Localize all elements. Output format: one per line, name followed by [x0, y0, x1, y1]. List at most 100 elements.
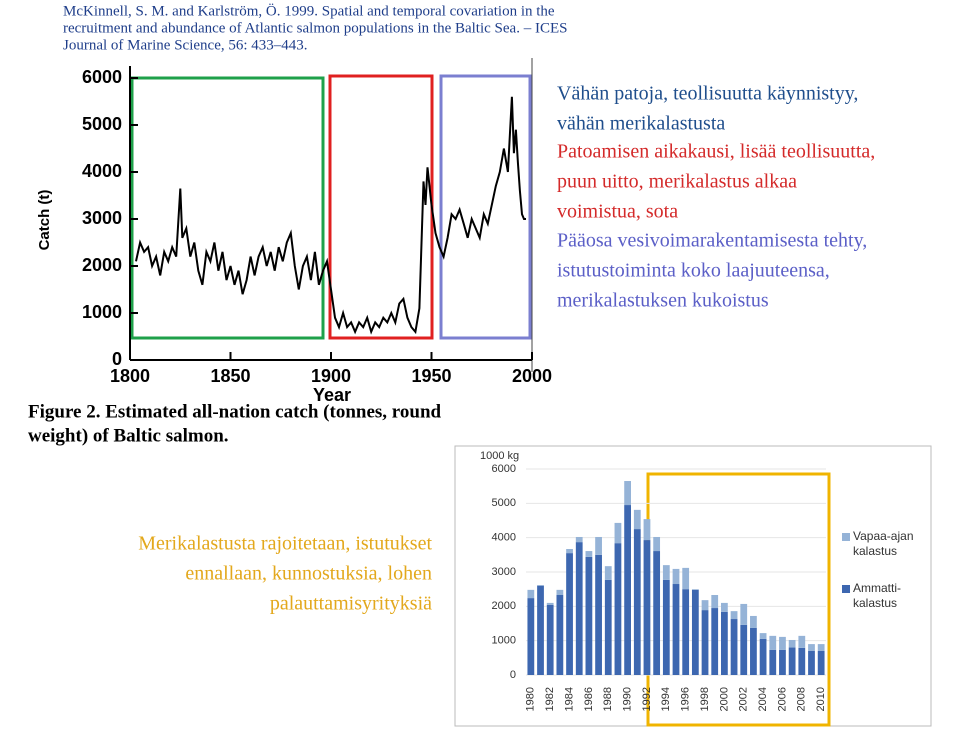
bar-segment — [556, 589, 564, 596]
bar-segment — [779, 649, 786, 675]
annotation: voimistua, sota — [557, 201, 678, 223]
figure-caption: Figure 2. Estimated all-nation catch (to… — [28, 401, 442, 422]
bar-segment — [672, 568, 680, 585]
bar-segment — [633, 509, 641, 530]
x-tick-label: 1986 — [583, 687, 595, 711]
x-tick-label: 1996 — [680, 687, 692, 711]
bar-segment — [721, 611, 728, 675]
bar-segment — [769, 649, 777, 675]
x-tick-label: 1980 — [525, 687, 537, 711]
legend-label: Vapaa-ajan kalastus — [853, 529, 914, 558]
y-tick-label: 4000 — [82, 161, 122, 181]
y-tick-label: 6000 — [492, 463, 516, 475]
bar-segment — [595, 554, 602, 675]
annotation: Patoamisen aikakausi, lisää teollisuutta… — [557, 141, 875, 163]
annotation: istutustoiminta koko laajuuteensa, — [557, 260, 830, 282]
bar-segment — [691, 589, 699, 590]
bar-segment — [759, 633, 767, 639]
y-tick-label: 5000 — [492, 497, 516, 509]
data-line — [135, 96, 526, 335]
bar-segment — [653, 536, 661, 552]
y-tick-label: 4000 — [492, 532, 516, 544]
bar-segment — [788, 639, 796, 648]
bar-segment — [575, 536, 583, 543]
bar-segment — [604, 566, 612, 580]
annotation: Pääosa vesivoimarakentamisesta tehty, — [557, 230, 867, 252]
legend-swatch — [842, 533, 850, 541]
bar-segment — [633, 529, 641, 675]
annotation: Merikalastusta rajoitetaan, istutukset — [138, 533, 432, 555]
bar-segment — [537, 585, 544, 586]
x-tick-label: 1990 — [622, 687, 634, 711]
bar-segment — [662, 565, 670, 580]
annotation: palauttamisyrityksiä — [270, 593, 432, 615]
bar-segment — [701, 600, 709, 611]
x-axis-label: Year — [313, 385, 351, 405]
bar-segment — [798, 635, 806, 648]
x-tick-label: 2000 — [718, 687, 730, 711]
x-tick-label: 1984 — [563, 687, 575, 711]
x-tick-label: 2008 — [796, 687, 808, 711]
bar-segment — [527, 589, 535, 599]
period-box — [439, 74, 532, 340]
x-tick-label: 1950 — [411, 366, 451, 386]
bar-segment — [808, 650, 815, 675]
x-tick-label: 2004 — [757, 687, 769, 711]
bar-segment — [575, 542, 583, 675]
x-tick-label: 1800 — [110, 366, 150, 386]
bar-segment — [730, 611, 738, 620]
bar-segment — [740, 624, 748, 675]
bar-segment — [691, 589, 699, 675]
bar-segment — [624, 481, 631, 506]
bar-segment — [682, 567, 690, 590]
bar-segment — [750, 627, 757, 675]
y-tick-label: 1000 — [492, 635, 516, 647]
x-tick-label: 1994 — [660, 687, 672, 711]
x-tick-label: 1992 — [641, 687, 653, 711]
x-tick-label: 1988 — [602, 687, 614, 711]
y-tick-label: 3000 — [82, 208, 122, 228]
bar-segment — [672, 584, 680, 675]
y-tick-label: 0 — [112, 349, 122, 369]
bar-segment — [556, 595, 564, 675]
legend-label: Ammatti-kalastus — [853, 581, 901, 610]
y-tick-label: 6000 — [82, 67, 122, 87]
bar-segment — [711, 608, 719, 675]
bar-segment — [730, 619, 738, 675]
bar-segment — [546, 602, 554, 605]
bar-segment — [721, 602, 728, 612]
bar-segment — [585, 551, 593, 557]
bar-segment — [711, 595, 719, 609]
x-tick-label: 1850 — [210, 366, 250, 386]
bar-segment — [662, 579, 670, 675]
annotation: Vähän patoja, teollisuutta käynnistyy, — [557, 83, 858, 105]
y-tick-label: 1000 — [82, 302, 122, 322]
y-tick-label: 5000 — [82, 114, 122, 134]
bar-segment — [653, 551, 661, 675]
y-tick-label: 2000 — [82, 255, 122, 275]
x-tick-label: 2006 — [776, 687, 788, 711]
bar-segment — [817, 650, 825, 675]
bar-segment — [566, 553, 573, 675]
y-unit: 1000 kg — [480, 450, 519, 462]
bar-segment — [527, 598, 535, 675]
bar-segment — [750, 615, 757, 628]
bar-segment — [817, 644, 825, 651]
bar-segment — [537, 585, 544, 675]
bar-segment — [808, 644, 815, 651]
citation: recruitment and abundance of Atlantic sa… — [63, 20, 567, 36]
bar-segment — [643, 540, 651, 675]
annotation: merikalastuksen kukoistus — [557, 290, 769, 312]
annotation: vähän merikalastusta — [557, 113, 725, 135]
bar-segment — [740, 603, 748, 625]
x-tick-label: 1982 — [544, 687, 556, 711]
x-tick-label: 2000 — [512, 366, 552, 386]
bar-segment — [643, 519, 651, 541]
bar-segment — [595, 536, 602, 555]
bar-segment — [614, 543, 622, 675]
y-tick-label: 2000 — [492, 600, 516, 612]
y-axis-label: Catch (t) — [36, 190, 53, 251]
bar-segment — [546, 604, 554, 675]
bar-segment — [798, 647, 806, 675]
annotation: ennallaan, kunnostuksia, lohen — [185, 563, 432, 585]
